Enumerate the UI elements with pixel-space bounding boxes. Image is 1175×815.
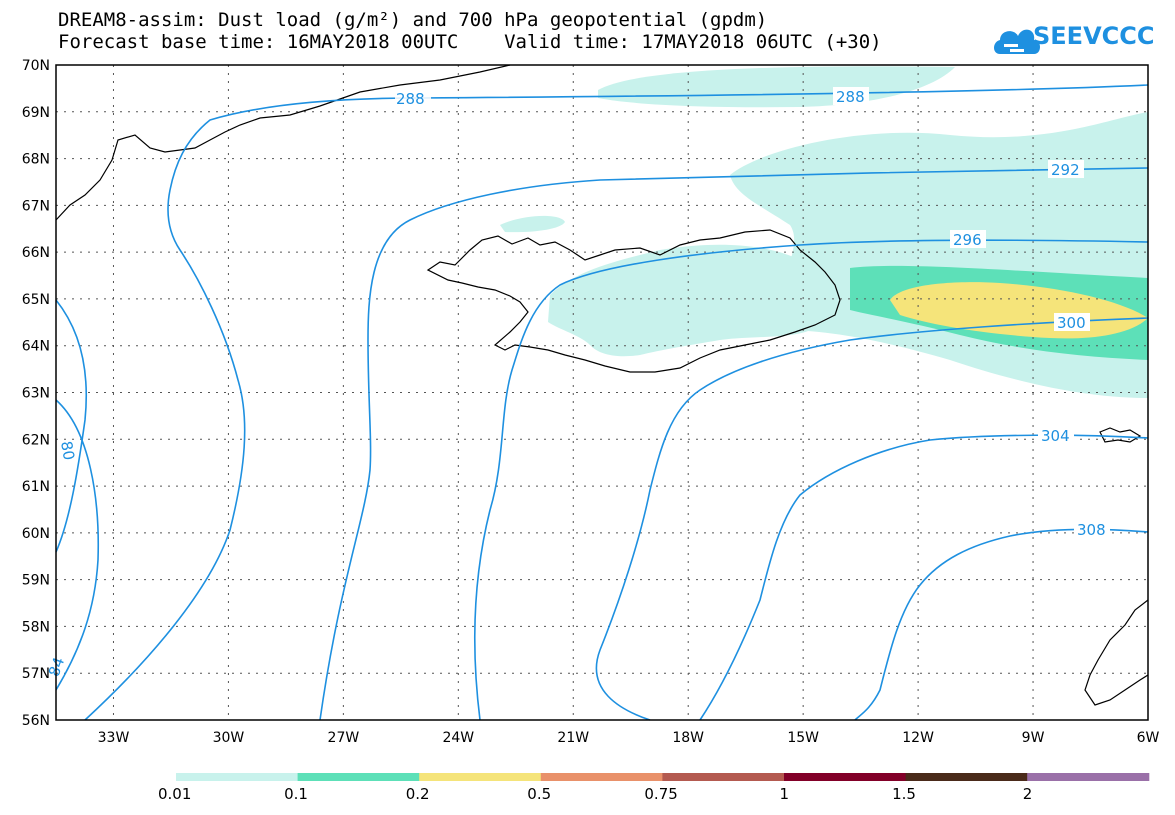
colorbar-swatch — [784, 773, 907, 781]
contour-label: 300 — [1057, 314, 1086, 332]
lon-tick-label: 33W — [98, 730, 130, 746]
contour-280 — [55, 299, 88, 553]
lon-tick-label: 6W — [1137, 730, 1160, 746]
lat-tick-label: 61N — [22, 479, 50, 495]
colorbar-swatch — [662, 773, 785, 781]
contour-label: 288 — [396, 90, 425, 108]
greenland-coastline — [55, 64, 511, 221]
dust-band-0.01-iceland — [548, 244, 829, 357]
lat-tick-label: 56N — [22, 713, 50, 729]
lat-tick-label: 65N — [22, 292, 50, 308]
lat-tick-labels: 70N 69N 68N 67N 66N 65N 64N 63N 62N 61N 60N 59N 58N 5… — [22, 58, 50, 729]
colorbar-label: 0.5 — [527, 785, 552, 803]
contour-296 — [474, 239, 1149, 721]
colorbar-label: 0.01 — [158, 785, 192, 803]
iceland-coastline — [426, 229, 841, 373]
chart-title: DREAM8-assim: Dust load (g/m²) and 700 h… — [58, 9, 768, 31]
colorbar-swatch — [1027, 773, 1150, 781]
faroe-coastline — [1099, 427, 1142, 443]
colorbar-swatch — [176, 773, 299, 781]
colorbar-label: 0.1 — [284, 785, 308, 803]
colorbar-swatch — [419, 773, 542, 781]
colorbar-label: 2 — [1022, 785, 1033, 803]
colorbar-swatch — [297, 773, 420, 781]
lat-tick-label: 68N — [22, 152, 50, 168]
chart-subtitle: Forecast base time: 16MAY2018 00UTC Vali… — [58, 31, 882, 53]
lon-tick-label: 12W — [902, 730, 934, 746]
lat-tick-label: 66N — [22, 245, 50, 261]
map-frame — [55, 64, 1149, 721]
lon-tick-labels: 33W 30W 27W 24W 21W 18W 15W 12W 9W 6W — [98, 730, 1160, 746]
colorbar-label: 1 — [779, 785, 790, 803]
lat-tick-label: 59N — [22, 573, 50, 589]
contour-292 — [319, 167, 1149, 721]
lat-tick-label: 63N — [22, 386, 50, 402]
dust-band-0.01-fjord — [500, 215, 565, 233]
lon-tick-label: 15W — [787, 730, 819, 746]
contour-label: 288 — [836, 88, 865, 106]
scotland-coastline — [1084, 599, 1149, 706]
lon-tick-label: 9W — [1022, 730, 1045, 746]
contour-304 — [699, 434, 1149, 721]
lat-tick-label: 69N — [22, 105, 50, 121]
contour-300 — [595, 317, 1149, 721]
colorbar-swatch — [905, 773, 1028, 781]
lat-tick-label: 62N — [22, 432, 50, 448]
lon-tick-label: 30W — [213, 730, 245, 746]
logo-text: SEEVCCC — [1033, 22, 1155, 50]
lon-tick-label: 27W — [328, 730, 360, 746]
lon-tick-label: 21W — [557, 730, 589, 746]
lon-tick-label: 24W — [442, 730, 474, 746]
dust-load-field — [500, 66, 1148, 398]
dust-band-0.01-north — [598, 66, 955, 108]
lat-tick-label: 60N — [22, 526, 50, 542]
contour-308 — [854, 528, 1149, 721]
cloud-icon — [994, 29, 1040, 54]
coastlines — [55, 64, 1149, 706]
colorbar-label: 1.5 — [892, 785, 916, 803]
contour-label: 292 — [1051, 161, 1080, 179]
contour-288 — [84, 84, 1149, 721]
contour-label: 296 — [953, 231, 982, 249]
contour-label: 304 — [1041, 427, 1070, 445]
lat-tick-label: 64N — [22, 339, 50, 355]
colorbar-label: 0.75 — [644, 785, 678, 803]
colorbar — [176, 773, 1150, 781]
lon-tick-label: 18W — [672, 730, 704, 746]
geopotential-contours — [55, 84, 1149, 721]
lat-tick-label: 57N — [22, 666, 50, 682]
contour-284 — [55, 399, 100, 691]
lat-tick-label: 70N — [22, 58, 50, 74]
lat-tick-label: 67N — [22, 198, 50, 214]
contour-label: 80 — [57, 440, 78, 462]
lat-tick-label: 58N — [22, 619, 50, 635]
contour-labels: 288 288 292 296 300 304 308 80 84 — [45, 87, 1110, 679]
colorbar-swatch — [540, 773, 663, 781]
colorbar-label: 0.2 — [405, 785, 430, 803]
contour-label: 308 — [1077, 521, 1106, 539]
